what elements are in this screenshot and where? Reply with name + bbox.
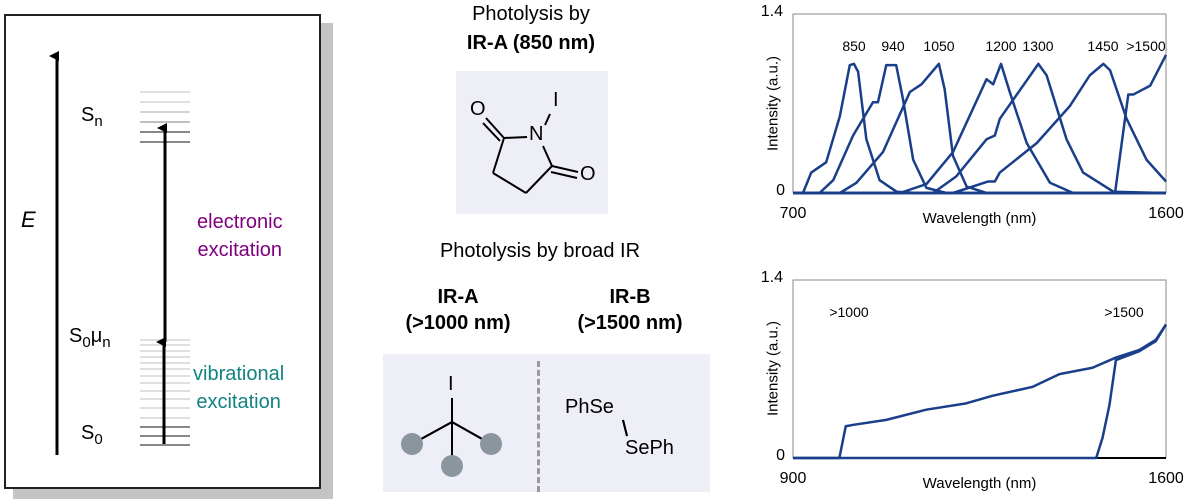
s0mun-base: S xyxy=(69,325,83,347)
series-line-1450 xyxy=(793,62,1167,195)
s0mun-mu: μ xyxy=(90,325,103,347)
x-tick-label: 1600 xyxy=(1148,205,1184,222)
ir-b-name: IR-B xyxy=(609,286,651,308)
series-label: >1000 xyxy=(829,304,869,320)
nis-o1: O xyxy=(470,98,486,120)
y-axis-title: Intensity (a.u.) xyxy=(764,55,782,151)
ir-a-name: IR-A xyxy=(437,286,479,308)
y-tick-label: 0 xyxy=(776,182,785,199)
series-line-gt1500 xyxy=(793,54,1168,195)
series-line-940 xyxy=(793,63,1166,195)
ir-b-column-label: IR-B (>1500 nm) xyxy=(555,284,705,336)
ir-a-column-label: IR-A (>1000 nm) xyxy=(383,284,533,336)
s0-label: S0 xyxy=(81,422,103,448)
diselenide-phse: PhSe xyxy=(565,396,614,418)
energy-levels-svg xyxy=(49,51,190,455)
title-photolysis: Photolysis by xyxy=(472,3,590,25)
alkyl-group-ball xyxy=(401,433,423,455)
y-tick-label: 1.4 xyxy=(760,3,783,20)
x-axis-title: Wavelength (nm) xyxy=(922,210,1037,227)
series-label: 850 xyxy=(842,38,866,54)
s0mun-sub1: 0 xyxy=(82,334,91,351)
nis-i: I xyxy=(553,89,559,111)
s0-base: S xyxy=(81,422,95,444)
nis-box xyxy=(456,71,608,214)
energy-axis-label: E xyxy=(21,207,36,232)
nis-o2: O xyxy=(580,163,596,185)
series-line-1050 xyxy=(793,62,1166,195)
y-tick-label: 1.4 xyxy=(760,269,783,286)
series-line-850 xyxy=(793,62,1166,195)
series-line-1200 xyxy=(793,62,1166,195)
x-axis-title: Wavelength (nm) xyxy=(922,475,1037,492)
alkyl-iodide-svg xyxy=(401,398,628,477)
plot-frame xyxy=(792,13,1167,193)
alkyl-group-ball xyxy=(480,433,502,455)
s0mun-label: S0μn xyxy=(69,325,111,351)
series-label: 1450 xyxy=(1087,38,1119,54)
series-label: 1300 xyxy=(1022,38,1054,54)
y-axis-title: Intensity (a.u.) xyxy=(764,320,782,417)
vibrational-excitation-label: vibrational excitation xyxy=(193,360,284,416)
electronic-line2: excitation xyxy=(197,239,283,261)
x-tick-label: 1600 xyxy=(1148,470,1184,487)
vibrational-line1: vibrational xyxy=(193,363,285,385)
electronic-line1: electronic xyxy=(197,211,283,233)
sn-base: S xyxy=(81,104,95,126)
s0mun-sub2: n xyxy=(102,334,111,351)
series-label: 940 xyxy=(881,38,905,54)
title-broad-ir: Photolysis by broad IR xyxy=(439,240,641,262)
series-line-gt1000 xyxy=(793,323,1168,460)
alkyl-iodide-i: I xyxy=(448,373,454,395)
electronic-excitation-label: electronic excitation xyxy=(197,208,283,264)
alkyl-group-ball xyxy=(441,455,463,477)
series-line-1300 xyxy=(793,62,1167,195)
series-label: >1500 xyxy=(1104,304,1144,320)
ir-b-range: (>1500 nm) xyxy=(577,312,683,334)
series-label: 1050 xyxy=(923,38,955,54)
vibrational-line2: excitation xyxy=(196,391,281,413)
series-label: >1500 xyxy=(1126,38,1166,54)
title-ir-a-850: IR-A (850 nm) xyxy=(466,32,596,54)
plot-frame xyxy=(792,279,1167,458)
y-tick-label: 0 xyxy=(776,447,785,464)
x-tick-label: 700 xyxy=(779,205,807,222)
series-label: 1200 xyxy=(985,38,1017,54)
sn-label: Sn xyxy=(81,104,103,130)
divider-dashed xyxy=(537,361,540,492)
s0-sub: 0 xyxy=(94,431,103,448)
nis-n: N xyxy=(529,123,544,145)
x-tick-label: 900 xyxy=(779,470,807,487)
ir-a-range: (>1000 nm) xyxy=(405,312,511,334)
diselenide-seph: SePh xyxy=(625,437,674,459)
sn-sub: n xyxy=(94,113,103,130)
series-line-gt1500 xyxy=(793,323,1168,460)
